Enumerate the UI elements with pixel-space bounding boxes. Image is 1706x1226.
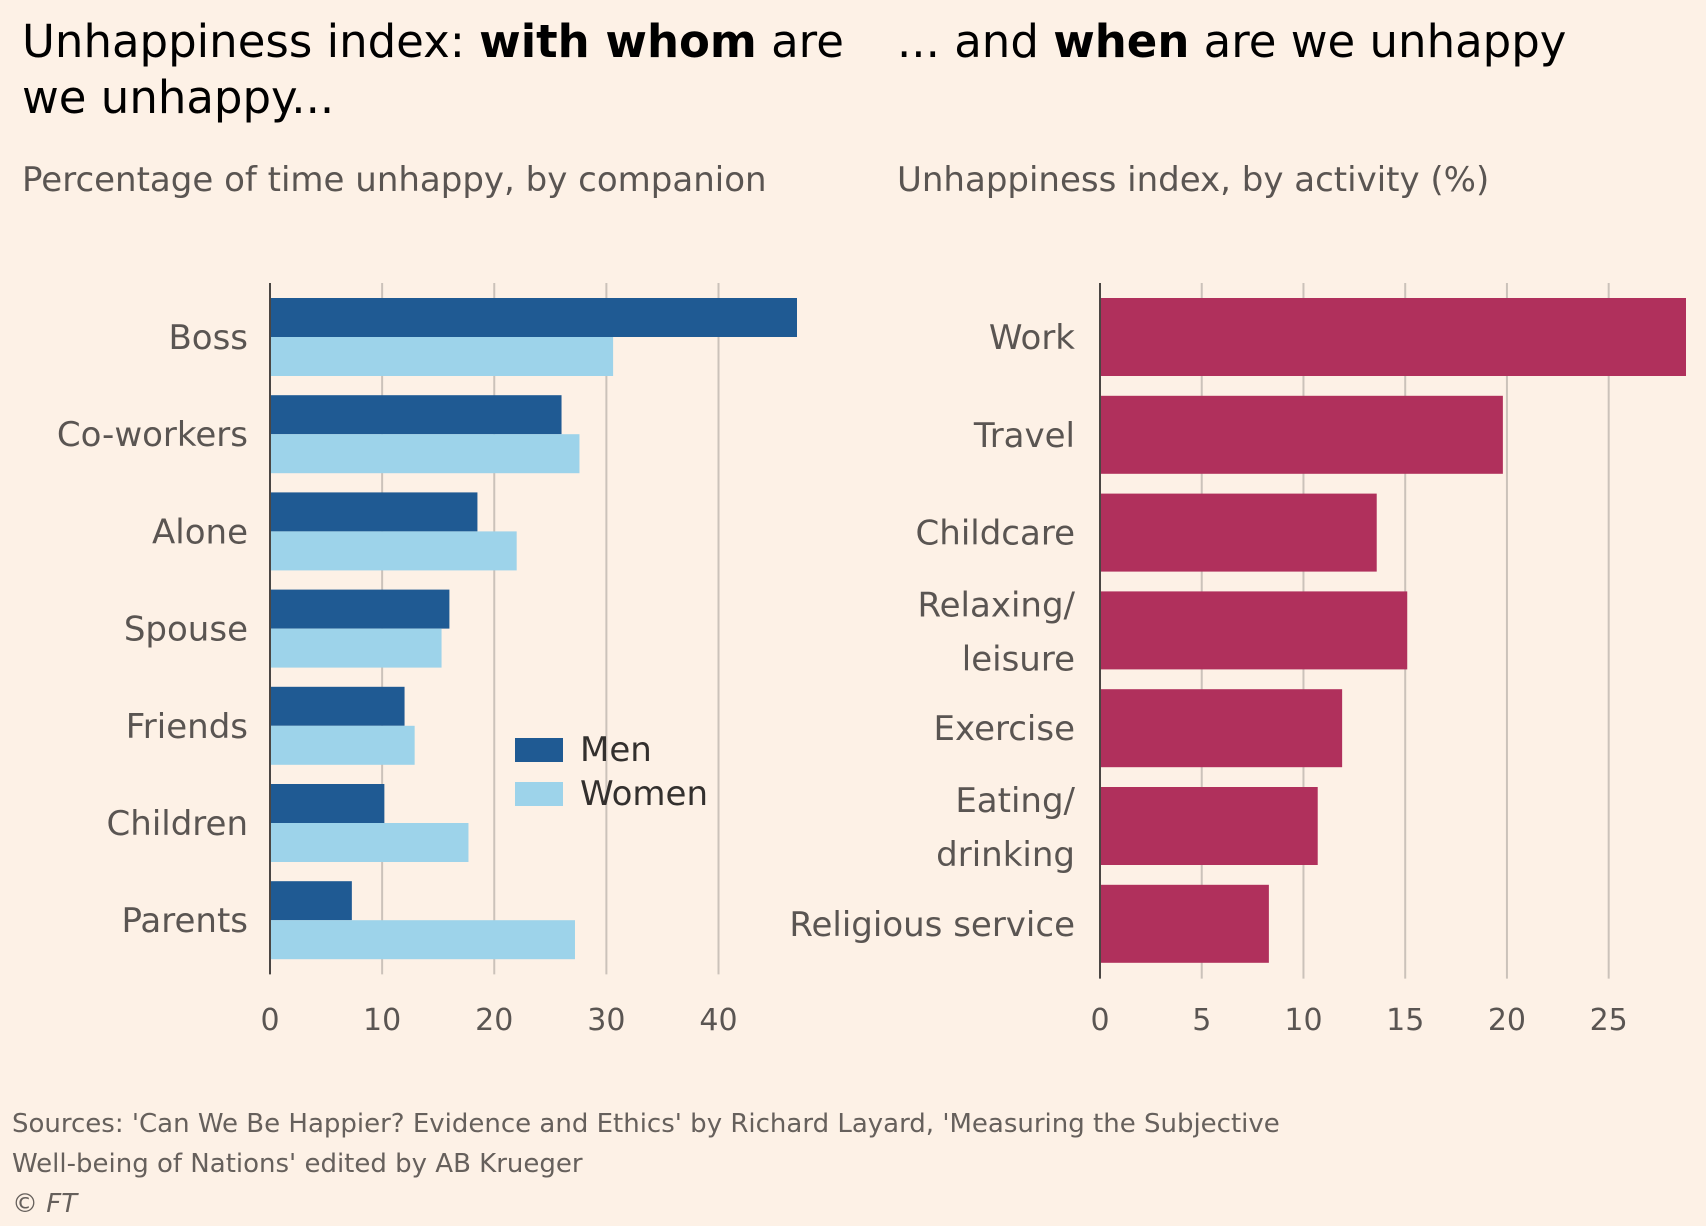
category-label: leisure: [962, 639, 1075, 679]
right-title-text: ... and: [897, 15, 1054, 68]
right-title-text-end: are we unhappy: [1189, 15, 1567, 68]
footer: Sources: 'Can We Be Happier? Evidence an…: [12, 1104, 1412, 1224]
category-label: Childcare: [916, 514, 1075, 554]
women-bar: [270, 434, 580, 474]
category-label: Travel: [973, 416, 1075, 456]
x-tick-label: 25: [1590, 1003, 1628, 1038]
women-bar: [270, 628, 442, 668]
legend-swatch-men: [515, 738, 563, 762]
men-bar: [270, 492, 478, 532]
category-label: Friends: [126, 707, 248, 747]
x-tick-label: 20: [475, 1003, 513, 1038]
activity-bar: [1100, 395, 1503, 474]
women-bar: [270, 823, 469, 862]
category-label: Parents: [121, 901, 248, 941]
legend-label-women: Women: [580, 774, 708, 814]
right-chart-title: ... and when are we unhappy: [897, 14, 1697, 70]
men-bar: [270, 395, 562, 435]
activity-bar: [1100, 787, 1318, 865]
category-label: Eating/: [955, 781, 1075, 821]
category-label: Religious service: [789, 905, 1075, 945]
men-bar: [270, 881, 352, 921]
left-title-text: Unhappiness index:: [22, 15, 480, 68]
activity-bar: [1100, 884, 1269, 963]
right-title-bold: when: [1053, 15, 1190, 68]
category-label: Boss: [168, 318, 248, 358]
category-label: Alone: [152, 512, 248, 552]
x-tick-label: 10: [363, 1003, 401, 1038]
x-tick-label: 5: [1192, 1003, 1211, 1038]
legend-label-men: Men: [580, 730, 652, 770]
activity-bar: [1100, 298, 1686, 376]
activity-bar: [1100, 689, 1343, 768]
category-label: Relaxing/: [918, 585, 1076, 625]
men-bar: [270, 686, 405, 726]
category-label: Exercise: [934, 709, 1075, 749]
category-label: Children: [107, 804, 248, 844]
left-title-bold: with whom: [479, 15, 757, 68]
left-title-text-end: are we unhappy...: [22, 15, 844, 124]
x-tick-label: 30: [587, 1003, 625, 1038]
x-tick-label: 0: [1090, 1003, 1109, 1038]
x-tick-label: 10: [1284, 1003, 1322, 1038]
left-chart-subtitle: Percentage of time unhappy, by companion: [22, 160, 767, 200]
women-bar: [270, 337, 614, 376]
women-bar: [270, 920, 575, 960]
x-tick-label: 40: [699, 1003, 737, 1038]
x-tick-label: 20: [1488, 1003, 1526, 1038]
sources-line-1: Sources: 'Can We Be Happier? Evidence an…: [12, 1109, 1280, 1139]
right-chart-subtitle: Unhappiness index, by activity (%): [897, 160, 1490, 200]
women-bar: [270, 725, 415, 765]
men-bar: [270, 784, 385, 823]
x-tick-label: 0: [260, 1003, 279, 1038]
activity-bar: [1100, 493, 1377, 572]
category-label: Spouse: [124, 610, 248, 650]
men-bar: [270, 589, 450, 629]
category-label: Work: [989, 318, 1075, 358]
left-chart-title: Unhappiness index: with whom are we unha…: [22, 14, 872, 126]
x-tick-label: 15: [1386, 1003, 1424, 1038]
category-label: Co-workers: [57, 415, 248, 455]
activity-bar: [1100, 591, 1408, 670]
legend-swatch-women: [515, 782, 563, 806]
men-bar: [270, 298, 797, 337]
copyright: © FT: [12, 1189, 78, 1219]
category-label: drinking: [936, 835, 1075, 875]
women-bar: [270, 531, 517, 571]
sources-line-2: Well-being of Nations' edited by AB Krue…: [12, 1149, 583, 1179]
